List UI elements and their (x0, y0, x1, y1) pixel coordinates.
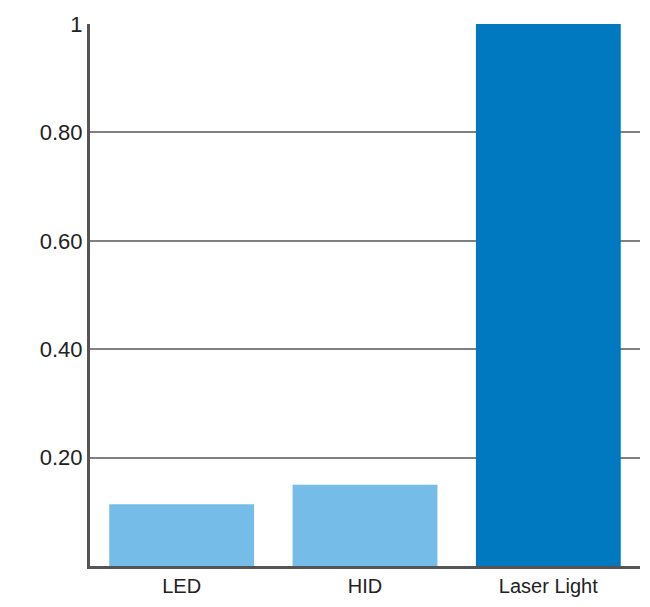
svg-text:HID: HID (348, 575, 382, 597)
svg-text:0.40: 0.40 (40, 337, 83, 362)
svg-text:LED: LED (162, 575, 201, 597)
svg-text:0.60: 0.60 (40, 229, 83, 254)
svg-text:Laser Light: Laser Light (499, 575, 598, 597)
svg-text:0.80: 0.80 (40, 120, 83, 145)
svg-text:0.20: 0.20 (40, 445, 83, 470)
svg-text:1: 1 (70, 12, 82, 37)
